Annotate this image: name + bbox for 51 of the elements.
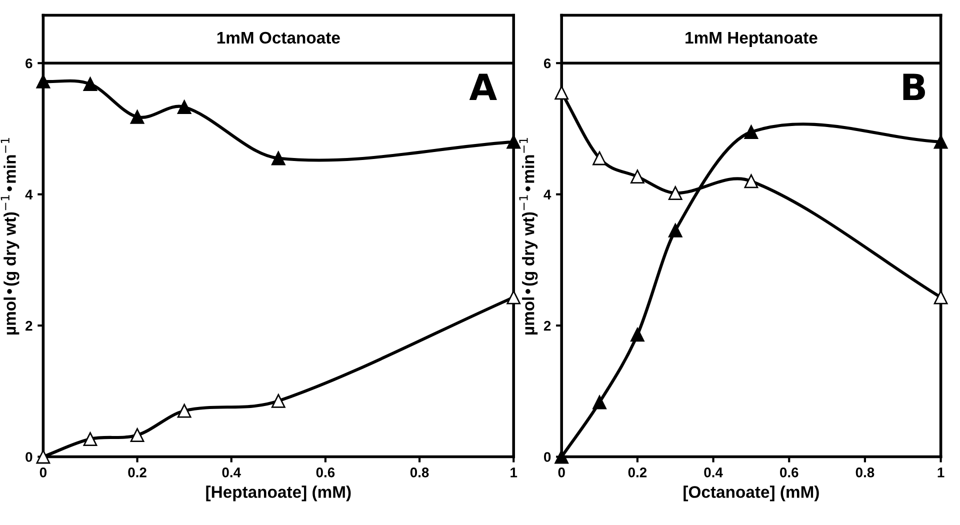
point [630, 170, 644, 184]
point [592, 395, 606, 410]
y-tick-label: 6 [544, 58, 551, 68]
x-tick-label: 0 [40, 468, 46, 478]
point [668, 186, 682, 200]
point [934, 290, 948, 304]
point [177, 404, 192, 418]
annotation: A [469, 74, 497, 100]
point [83, 77, 98, 92]
y-tick-label: 2 [26, 320, 32, 331]
x-tick-label: 0.6 [316, 468, 335, 478]
y-tick-label: 0 [26, 452, 32, 462]
point [630, 328, 644, 342]
point [130, 110, 144, 124]
x-tick-label: 0.2 [628, 468, 647, 478]
point [554, 86, 569, 100]
x-tick-label: 0.4 [704, 468, 723, 478]
y-tick-label: 0 [544, 452, 551, 462]
point [83, 432, 98, 446]
point [744, 174, 758, 188]
x-tick-label: 0.8 [856, 468, 874, 478]
annotation: B [903, 74, 925, 100]
point [506, 290, 521, 304]
y-tick-label: 4 [544, 190, 552, 200]
point [271, 394, 286, 408]
x-axis-title: [Heptanoate] (mM) [206, 486, 351, 502]
point [592, 151, 606, 166]
x-tick-label: 1 [510, 468, 518, 478]
point [934, 134, 948, 149]
x-tick-label: 0 [558, 468, 565, 478]
y-tick-label: 2 [544, 320, 551, 331]
x-axis-title: [Octanoate] (mM) [684, 486, 819, 502]
y-tick-label: 4 [25, 190, 33, 200]
x-tick-label: 0.6 [780, 468, 798, 478]
point [744, 125, 758, 139]
y-tick-label: 6 [26, 58, 32, 68]
point [130, 428, 144, 442]
point [271, 151, 286, 166]
x-tick-label: 0.2 [128, 468, 146, 478]
x-tick-label: 1 [938, 468, 944, 478]
x-tick-label: 0.8 [410, 468, 429, 478]
text: 1mM Heptanoate [686, 32, 818, 47]
point [36, 450, 50, 464]
text: 1mM Octanoate [217, 32, 340, 44]
point [177, 100, 192, 114]
point [668, 223, 682, 238]
point [554, 450, 569, 464]
y-axis-title: µmol•(g dry wt)$^{−1}$•min$^{−1}$ [519, 138, 538, 334]
point [36, 74, 50, 88]
y-axis-title: µmol•(g dry wt)$^{−1}$•min$^{−1}$ [0, 138, 20, 334]
x-tick-label: 0.4 [222, 468, 241, 478]
